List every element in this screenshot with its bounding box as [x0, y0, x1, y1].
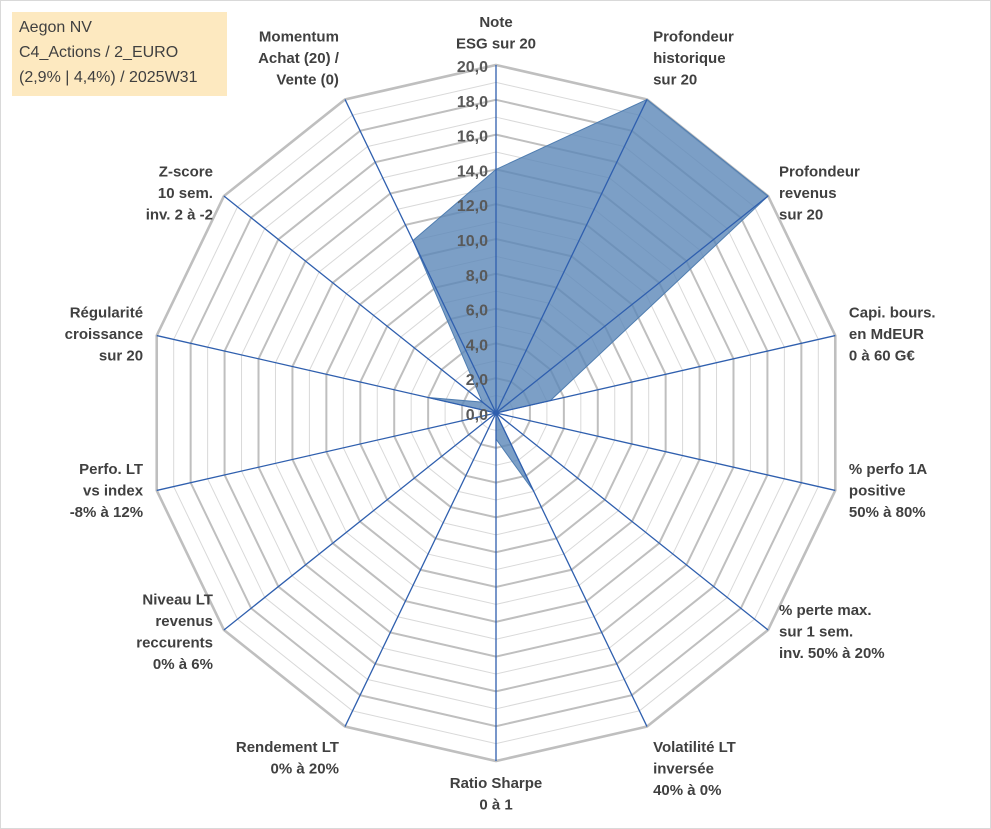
company-name: Aegon NV	[19, 19, 92, 36]
series-area	[412, 98, 769, 492]
category-label: C4_Actions / 2_EURO	[19, 44, 179, 61]
category-label: Note ESG sur 20	[456, 14, 536, 53]
tick-label: 0,0	[466, 407, 488, 424]
category-label: Z-score 10 sem. inv. 2 à -2	[146, 163, 213, 223]
spoke	[344, 99, 497, 414]
tick-label: 20,0	[457, 59, 488, 76]
spoke	[344, 412, 497, 727]
category-label: % perfo 1A positive 50% à 80%	[849, 461, 928, 521]
category-label: Profondeur historique sur 20	[653, 28, 734, 88]
spoke	[156, 334, 497, 414]
category-label: Rendement LT 0% à 20%	[236, 739, 339, 778]
tick-label: 14,0	[457, 163, 488, 180]
spoke	[495, 412, 769, 631]
spoke	[156, 412, 497, 492]
category-label: Régularité croissance sur 20	[65, 304, 143, 364]
category-label: % perte max. sur 1 sem. inv. 50% à 20%	[779, 602, 885, 662]
category-label: Ratio Sharpe 0 à 1	[450, 775, 543, 814]
category-label: Momentum Achat (20) / Vente (0)	[258, 28, 340, 88]
spoke	[223, 412, 497, 631]
radar-tick-labels: 0,0 2,0 4,0 6,0 8,0 10,0 12,0 14,0 16,0 18,0 20,0	[457, 59, 488, 424]
info-box: Aegon NV C4_Actions / 2_EURO (2,9% | 4,4…	[12, 12, 227, 96]
category-label: Capi. bours. en MdEUR 0 à 60 G€	[849, 304, 936, 364]
tick-label: 6,0	[466, 303, 488, 320]
spoke	[495, 334, 836, 414]
radar-series	[412, 98, 769, 492]
period-label: (2,9% | 4,4%) / 2025W31	[19, 69, 198, 86]
category-label: Niveau LT revenus reccurents 0% à 6%	[136, 591, 213, 673]
tick-label: 10,0	[457, 233, 488, 250]
category-label: Volatilité LT inversée 40% à 0%	[653, 739, 736, 799]
spoke	[495, 195, 769, 414]
tick-label: 8,0	[466, 268, 488, 285]
category-label: Perfo. LT vs index -8% à 12%	[70, 461, 144, 521]
tick-label: 4,0	[466, 337, 488, 354]
spoke	[223, 195, 497, 414]
spoke	[495, 412, 836, 492]
tick-label: 2,0	[466, 372, 488, 389]
radar-spokes	[156, 65, 836, 761]
radar-category-labels: Note ESG sur 20 Profondeur historique sur 20…	[65, 14, 936, 814]
tick-label: 16,0	[457, 129, 488, 146]
spoke	[495, 99, 648, 414]
tick-label: 18,0	[457, 94, 488, 111]
tick-label: 12,0	[457, 198, 488, 215]
spoke	[495, 412, 648, 727]
category-label: Profondeur revenus sur 20	[779, 163, 860, 223]
